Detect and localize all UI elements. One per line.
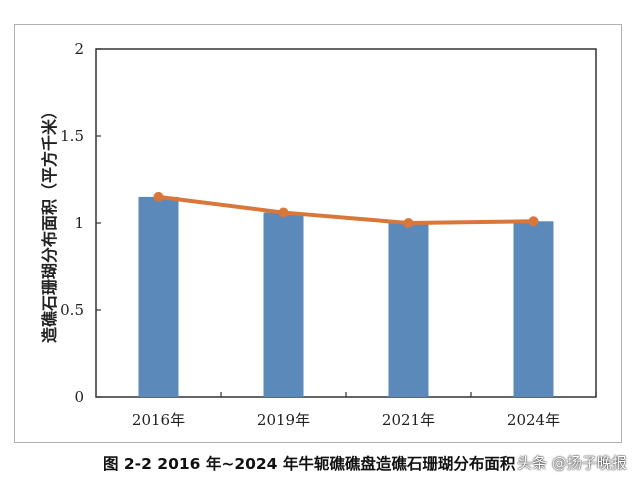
y-tick-label: 1 <box>74 214 84 232</box>
x-tick-label: 2019年 <box>257 411 310 429</box>
axes <box>95 48 597 398</box>
series-line <box>158 194 534 225</box>
bar <box>513 221 554 397</box>
line-point <box>403 218 414 228</box>
bar <box>388 223 429 397</box>
line-point <box>528 216 539 227</box>
y-tick-label: 1.5 <box>60 127 84 145</box>
bar-line-chart: 0 0.5 1 1.5 2 2016年 2019年 2021年 2024年 造礁石珊瑚分布面积（平… <box>40 40 597 429</box>
y-tick-label: 2 <box>74 40 84 58</box>
line-point <box>153 191 164 202</box>
bar <box>263 212 304 397</box>
labels-group: 0 0.5 1 1.5 2 2016年 2019年 2021年 2024年 造礁石珊瑚分布面积（平… <box>40 40 560 429</box>
bar <box>138 196 179 397</box>
figure-caption: 图 2-2 2016 年~2024 年牛轭礁礁盘造礁石珊瑚分布面积 <box>103 455 516 473</box>
watermark: 头条 @扬子晚报 <box>517 454 627 472</box>
x-tick-label: 2021年 <box>382 411 435 429</box>
x-tick-label: 2024年 <box>507 411 560 429</box>
y-tick-label: 0.5 <box>60 301 84 319</box>
chart-frame: 0 0.5 1 1.5 2 2016年 2019年 2021年 2024年 造礁石珊瑚分布面积（平… <box>14 24 622 443</box>
x-tick-label: 2016年 <box>132 411 185 429</box>
bars-group <box>138 196 554 397</box>
y-axis-title: 造礁石珊瑚分布面积（平方千米） <box>40 103 59 343</box>
line-series <box>153 191 539 228</box>
y-tick-label: 0 <box>74 388 84 406</box>
line-point <box>278 207 289 218</box>
